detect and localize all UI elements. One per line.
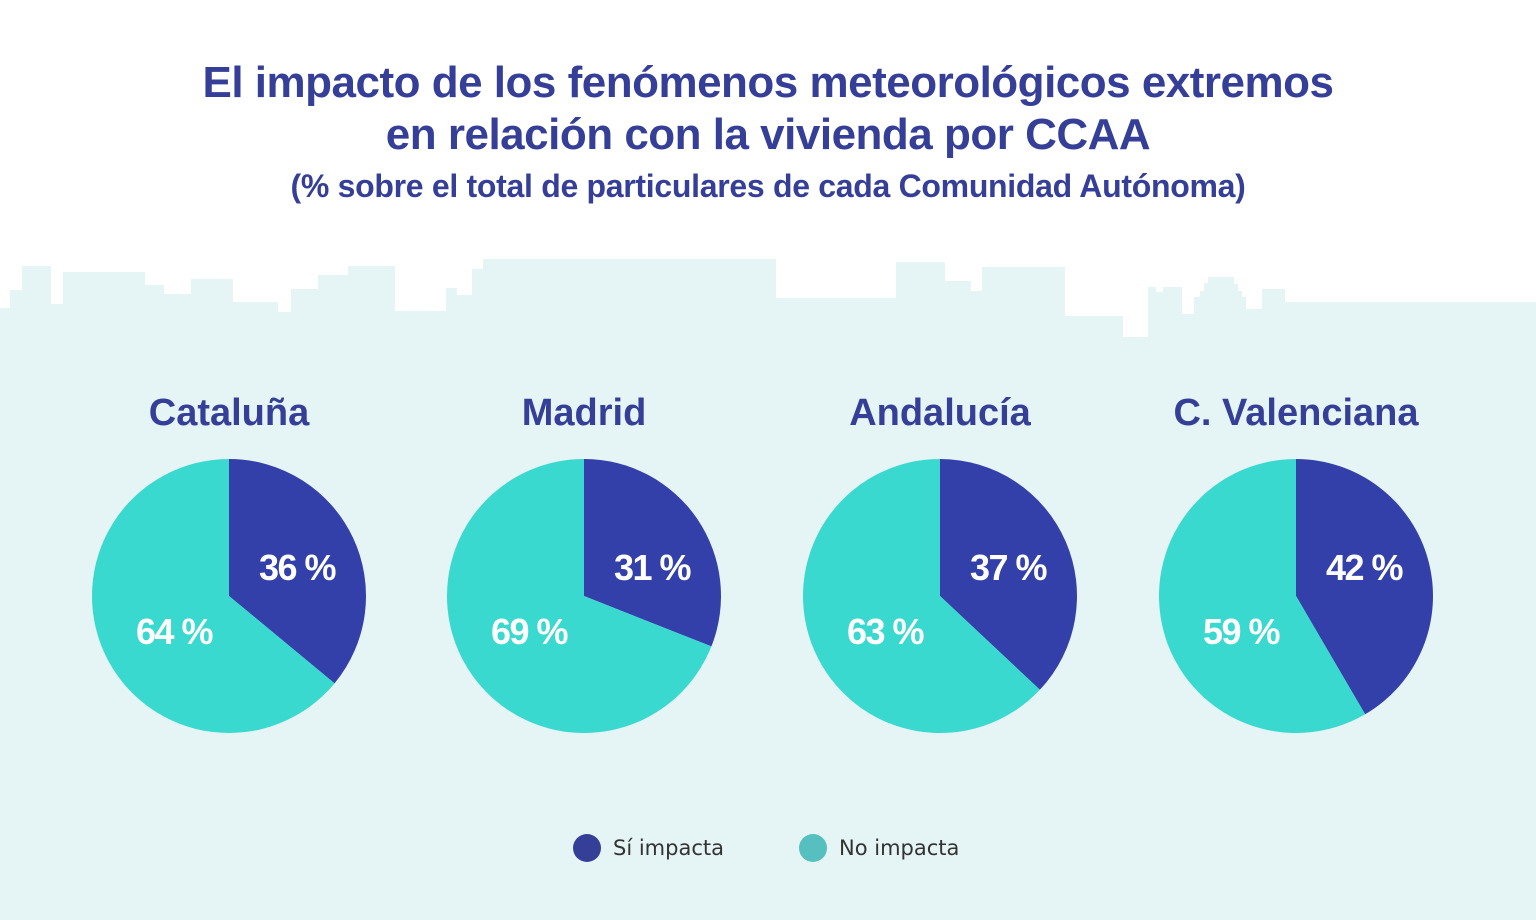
legend-item-si-impacta: Sí impacta xyxy=(573,830,724,866)
slice-si-impacta xyxy=(229,459,366,684)
chart-title-line2: en relación con la vivienda por CCAA xyxy=(385,110,1151,159)
chart-subtitle: (% sobre el total de particulares de cad… xyxy=(290,168,1246,204)
pie-group-1: Madrid 31 % 69 % xyxy=(447,392,721,733)
slice-no-impacta xyxy=(802,458,1040,733)
slice-no-impacta xyxy=(1158,459,1366,734)
slice-si-impacta xyxy=(940,459,1077,690)
label-no-impacta: 63 % xyxy=(847,611,925,652)
pie-group-2: Andalucía 37 % 63 % xyxy=(802,392,1077,733)
region-label: Andalucía xyxy=(849,392,1031,434)
region-label: C. Valenciana xyxy=(1173,392,1419,434)
legend-item-no-impacta: No impacta xyxy=(799,830,959,866)
slice-si-impacta xyxy=(584,459,721,647)
label-si-impacta: 37 % xyxy=(970,547,1048,588)
legend-dot-no-impacta xyxy=(799,834,827,862)
pie-group-0: Cataluña 36 % 64 % xyxy=(91,392,366,733)
legend-label: No impacta xyxy=(839,836,960,860)
legend: Sí impacta No impacta xyxy=(0,830,1536,870)
skyline-shape xyxy=(0,259,1536,920)
slice-si-impacta xyxy=(1296,459,1433,715)
label-no-impacta: 69 % xyxy=(491,611,569,652)
legend-dot-si-impacta xyxy=(573,834,601,862)
label-si-impacta: 36 % xyxy=(259,547,337,588)
legend-label: Sí impacta xyxy=(613,836,724,860)
slice-no-impacta xyxy=(91,458,335,733)
label-no-impacta: 64 % xyxy=(136,611,214,652)
slice-no-impacta xyxy=(447,459,712,733)
pie-group-3: C. Valenciana 42 % 59 % xyxy=(1158,392,1433,734)
chart-title-line1: El impacto de los fenómenos meteorológic… xyxy=(202,58,1334,107)
region-label: Madrid xyxy=(522,392,647,434)
region-label: Cataluña xyxy=(149,392,310,434)
label-no-impacta: 59 % xyxy=(1203,611,1281,652)
label-si-impacta: 31 % xyxy=(614,547,692,588)
label-si-impacta: 42 % xyxy=(1326,547,1404,588)
